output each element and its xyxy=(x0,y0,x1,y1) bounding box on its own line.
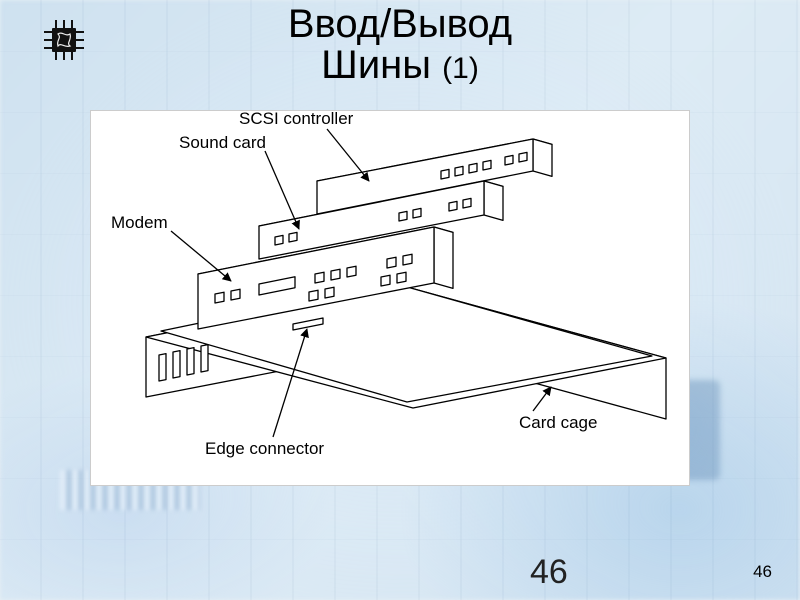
label-card-cage: Card cage xyxy=(519,413,597,433)
diagram-panel: SCSI controller Sound card Modem Edge co… xyxy=(90,110,690,486)
title-word: Шины xyxy=(321,43,442,87)
page-number-large: 46 xyxy=(530,553,568,592)
title-line-1: Ввод/Вывод xyxy=(0,2,800,47)
card-cage-diagram xyxy=(91,111,691,487)
slide-title: Ввод/Вывод Шины (1) xyxy=(0,2,800,88)
title-line-2: Шины (1) xyxy=(0,43,800,88)
title-subscript: (1) xyxy=(442,52,479,85)
label-scsi-controller: SCSI controller xyxy=(239,109,353,129)
label-edge-connector: Edge connector xyxy=(205,439,324,459)
label-modem: Modem xyxy=(111,213,168,233)
page-number-small: 46 xyxy=(753,562,772,582)
label-sound-card: Sound card xyxy=(179,133,266,153)
